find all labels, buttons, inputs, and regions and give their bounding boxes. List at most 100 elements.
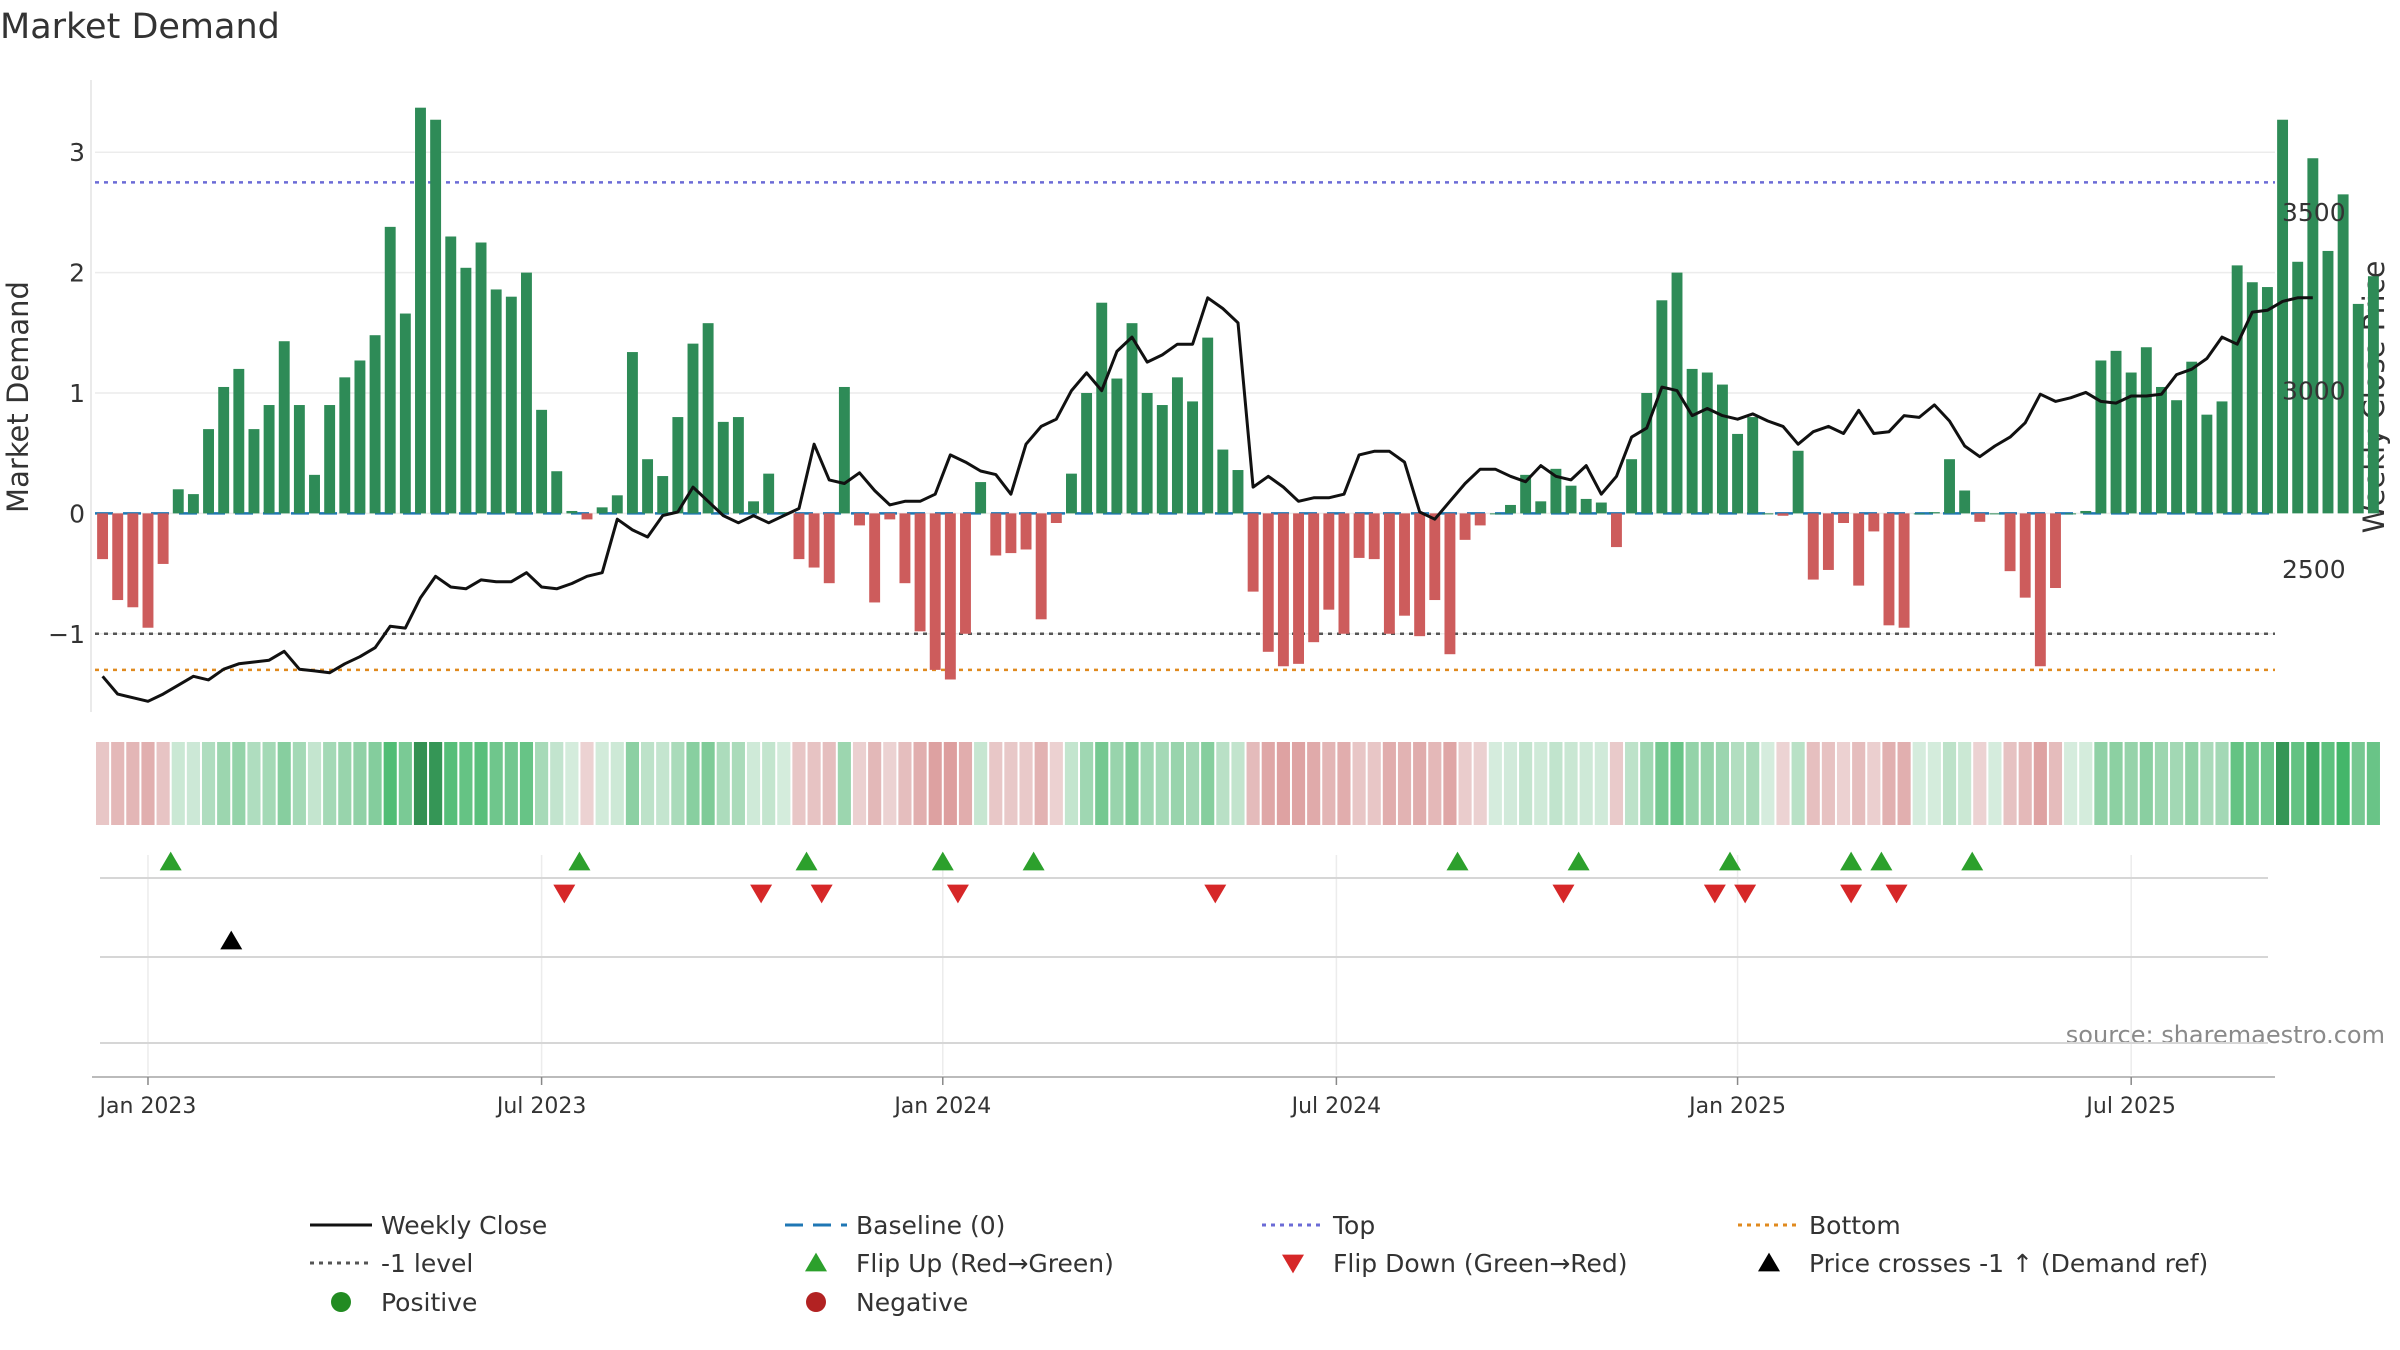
demand-bar-negative	[1035, 513, 1047, 620]
heatmap-cell	[2321, 742, 2335, 825]
heatmap-cell	[1216, 742, 1230, 825]
heatmap-cell	[792, 742, 806, 825]
heatmap-cell	[2094, 742, 2108, 825]
demand-bar-positive	[1217, 449, 1229, 514]
demand-bar-positive	[475, 242, 487, 514]
heatmap-cell	[368, 742, 382, 825]
demand-bar-negative	[990, 513, 1002, 556]
heatmap-cell	[2064, 742, 2078, 825]
heatmap-cell	[201, 742, 216, 825]
legend-swatch	[806, 1292, 826, 1312]
heatmap-cell	[1746, 742, 1760, 825]
demand-bar-positive	[1141, 392, 1153, 514]
x-tick-label: Jul 2023	[495, 1094, 587, 1119]
demand-bar-negative	[1822, 513, 1834, 570]
heatmap-cell	[307, 742, 322, 825]
legend-item: Positive	[331, 1288, 477, 1317]
demand-bar-positive	[2292, 261, 2304, 514]
heatmap-cell	[1352, 742, 1366, 825]
heatmap-cell	[1927, 742, 1941, 825]
flip-up-marker	[795, 851, 818, 871]
demand-bar-positive	[1989, 513, 2001, 515]
heatmap-cell	[2306, 742, 2320, 825]
heatmap-cell	[1004, 742, 1018, 825]
heatmap-cell	[247, 742, 261, 825]
heatmap-cell	[777, 742, 791, 825]
demand-bar-negative	[1050, 513, 1062, 524]
legend-item: -1 level	[310, 1249, 473, 1278]
demand-bar-positive	[2186, 361, 2198, 514]
demand-bar-positive	[1747, 417, 1759, 514]
x-tick-label: Jul 2024	[1290, 1094, 1382, 1119]
heatmap-cell	[504, 742, 518, 825]
demand-bar-positive	[2201, 414, 2213, 514]
demand-bar-positive	[187, 494, 199, 514]
demand-bar-positive	[354, 360, 366, 514]
demand-bar-negative	[157, 513, 169, 564]
demand-bar-negative	[884, 513, 896, 520]
heatmap-cell	[822, 742, 836, 825]
heatmap-cell	[1473, 742, 1487, 825]
demand-bar-positive	[2246, 282, 2258, 514]
legend-label: -1 level	[381, 1249, 473, 1278]
heatmap-cell	[958, 742, 973, 825]
heatmap-cell	[1095, 742, 1109, 825]
demand-bar-positive	[1232, 470, 1244, 514]
demand-bar-positive	[551, 471, 563, 514]
demand-bar-positive	[263, 405, 275, 514]
demand-bar-positive	[399, 313, 411, 514]
heatmap-cell	[2124, 742, 2138, 825]
heatmap-cell	[2139, 742, 2153, 825]
demand-bar-positive	[445, 236, 457, 514]
demand-bar-negative	[823, 513, 835, 584]
demand-bar-positive	[309, 474, 320, 514]
heatmap-cell	[671, 742, 685, 825]
demand-bar-negative	[1868, 513, 1880, 532]
heatmap-cell	[398, 742, 412, 825]
demand-bar-positive	[2367, 276, 2379, 514]
demand-bar-positive	[430, 119, 442, 514]
heatmap-cell	[2033, 742, 2047, 825]
legend-label: Bottom	[1809, 1211, 1901, 1240]
heatmap-cell	[1700, 742, 1714, 825]
legend-item: Weekly Close	[310, 1211, 547, 1240]
heatmap-cell	[171, 742, 185, 825]
demand-bar-negative	[1323, 513, 1335, 610]
heatmap-cell	[1428, 742, 1442, 825]
heatmap-cell	[1640, 742, 1654, 825]
heatmap-cell	[928, 742, 942, 825]
heatmap-cell	[2215, 742, 2229, 825]
heatmap-cell	[1882, 742, 1896, 825]
heatmap-cell	[2048, 742, 2063, 825]
demand-bar-positive	[324, 405, 336, 514]
demand-bar-negative	[2019, 513, 2031, 598]
demand-bar-positive	[838, 386, 850, 514]
demand-bar-positive	[611, 495, 623, 514]
demand-bar-positive	[672, 417, 684, 514]
heatmap-cell	[1246, 742, 1260, 825]
heatmap-cell	[641, 742, 655, 825]
heatmap-cell	[1549, 742, 1563, 825]
demand-bar-positive	[1505, 504, 1516, 514]
demand-bar-positive	[2261, 287, 2273, 514]
demand-bar-negative	[1974, 513, 1986, 522]
heatmap-cell	[413, 742, 428, 825]
heatmap-cell	[1382, 742, 1396, 825]
heatmap-cell	[1776, 742, 1790, 825]
demand-bar-positive	[717, 421, 729, 514]
demand-bar-positive	[2156, 386, 2167, 514]
demand-bar-positive	[1928, 512, 1940, 514]
heatmap-cell	[489, 742, 503, 825]
demand-bar-positive	[505, 296, 517, 514]
demand-bar-positive	[2140, 347, 2152, 514]
demand-bar-positive	[1944, 459, 1955, 514]
heatmap-cell	[217, 742, 231, 825]
y-right-tick-label: 2500	[2282, 555, 2346, 584]
heatmap-cell	[883, 742, 897, 825]
legend-label: Flip Up (Red→Green)	[856, 1249, 1114, 1278]
heatmap-cell	[2018, 742, 2032, 825]
demand-bar-negative	[899, 513, 911, 584]
heatmap-cell	[807, 742, 821, 825]
heatmap-cell	[1897, 742, 1911, 825]
y-axis-left-label: Market Demand	[1, 281, 35, 513]
